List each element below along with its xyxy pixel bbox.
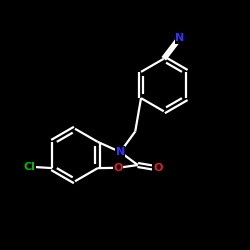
Text: N: N	[175, 33, 184, 43]
Text: O: O	[114, 163, 123, 173]
Text: Cl: Cl	[23, 162, 35, 172]
Text: O: O	[153, 163, 162, 173]
Text: N: N	[116, 147, 125, 157]
